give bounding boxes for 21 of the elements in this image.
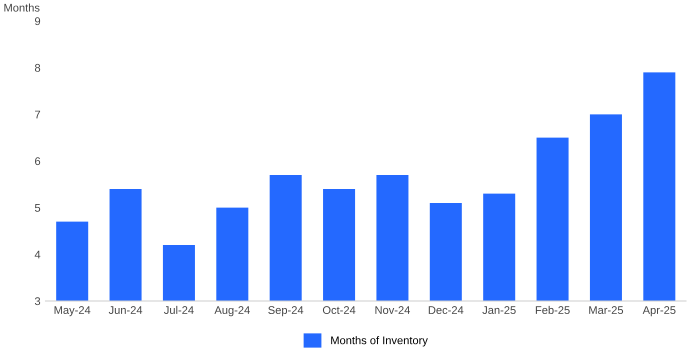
x-tick-label: Aug-24	[214, 306, 250, 316]
x-tick-label: May-24	[54, 306, 90, 316]
x-tick-label: Jun-24	[108, 306, 142, 314]
y-tick-label: 7	[35, 110, 40, 118]
y-tick-label: 6	[35, 157, 40, 166]
legend-label: Months of Inventory	[331, 336, 428, 346]
x-tick-label: Apr-25	[642, 306, 676, 316]
x-tick-label: Jan-25	[482, 306, 516, 314]
y-tick-label: 4	[34, 250, 40, 258]
x-tick-label: Mar-25	[589, 306, 624, 314]
y-axis-title: Months	[4, 4, 40, 12]
y-tick-label: 8	[34, 64, 40, 72]
x-tick-label: Nov-24	[375, 306, 410, 314]
y-tick-label: 9	[34, 17, 40, 26]
x-tick-label: Jul-24	[164, 306, 194, 314]
x-tick-label: Dec-24	[428, 306, 464, 314]
x-tick-label: Oct-24	[322, 306, 356, 314]
y-tick-label: 3	[34, 297, 40, 306]
x-tick-label: Sep-24	[268, 306, 304, 316]
y-tick-label: 5	[34, 204, 40, 212]
x-tick-label: Feb-25	[536, 306, 570, 314]
